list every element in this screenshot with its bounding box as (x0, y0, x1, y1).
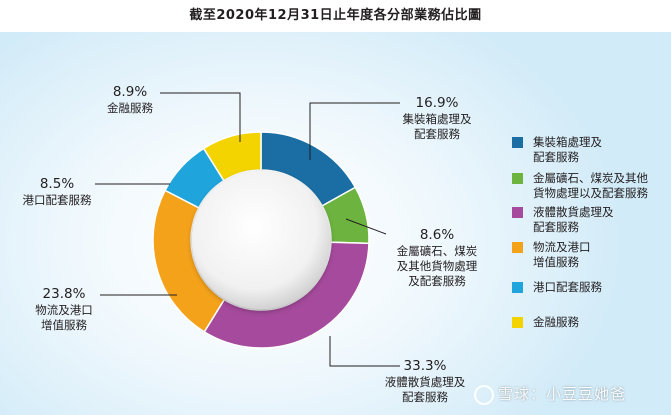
leader-line-2 (329, 336, 400, 367)
legend-item-2: 液體散貨處理及 配套服務 (512, 205, 614, 235)
watermark-text: 雪球：小豆豆她爸 (498, 385, 627, 403)
legend-swatch-1 (512, 173, 523, 184)
slice-percent-3: 23.8% (42, 286, 86, 302)
slice-label-text-3: 物流及港口 增值服務 (35, 303, 93, 332)
slice-label-5: 8.9% 金融服務 (95, 83, 165, 116)
legend-swatch-0 (512, 137, 523, 148)
legend-label-3: 物流及港口 增值服務 (533, 240, 591, 269)
donut-hole (192, 171, 330, 309)
leader-line-0 (309, 102, 400, 160)
xueqiu-logo-icon (474, 384, 494, 405)
watermark: 雪球：小豆豆她爸 (474, 383, 626, 405)
legend-swatch-5 (512, 317, 523, 328)
page-title: 截至2020年12月31日止年度各分部業務佔比圖 (189, 8, 482, 23)
slice-label-text-1: 金屬礦石、煤炭 及其他貨物處理 及配套服務 (396, 244, 478, 288)
slice-percent-0: 16.9% (415, 95, 459, 111)
legend-label-4: 港口配套服務 (533, 280, 602, 294)
legend-item-1: 金屬礦石、煤炭及其他 貨物處理以及配套服務 (512, 171, 648, 201)
legend-item-3: 物流及港口 增值服務 (512, 240, 591, 270)
slice-label-1: 8.6% 金屬礦石、煤炭 及其他貨物處理 及配套服務 (392, 226, 482, 289)
legend-label-2: 液體散貨處理及 配套服務 (533, 205, 614, 234)
legend-item-5: 金融服務 (512, 315, 579, 330)
leader-line-5 (160, 92, 241, 142)
slice-label-2: 33.3% 液體散貨處理及 配套服務 (380, 357, 470, 405)
legend-label-1: 金屬礦石、煤炭及其他 貨物處理以及配套服務 (533, 171, 648, 200)
pie-slice-2 (203, 241, 370, 349)
legend-swatch-2 (512, 207, 523, 218)
legend-swatch-4 (512, 282, 523, 293)
legend-label-5: 金融服務 (533, 315, 579, 329)
legend-item-0: 集裝箱處理及 配套服務 (512, 135, 602, 165)
leader-line-1 (345, 218, 387, 235)
slice-percent-5: 8.9% (112, 84, 148, 100)
slice-label-text-4: 港口配套服務 (22, 193, 92, 207)
slice-label-0: 16.9% 集裝箱處理及 配套服務 (392, 94, 482, 142)
legend-label-0: 集裝箱處理及 配套服務 (533, 135, 602, 164)
slice-label-text-0: 集裝箱處理及 配套服務 (402, 112, 472, 141)
slice-percent-2: 33.3% (403, 358, 447, 374)
slice-percent-4: 8.5% (39, 176, 75, 192)
slice-label-3: 23.8% 物流及港口 增值服務 (14, 285, 114, 333)
slice-label-4: 8.5% 港口配套服務 (12, 175, 102, 208)
slice-label-text-5: 金融服務 (107, 101, 153, 115)
legend-item-4: 港口配套服務 (512, 280, 602, 295)
legend-swatch-3 (512, 242, 523, 253)
slice-label-text-2: 液體散貨處理及 配套服務 (384, 375, 466, 404)
pie-slice-5 (202, 131, 262, 182)
slice-percent-1: 8.6% (419, 227, 455, 243)
